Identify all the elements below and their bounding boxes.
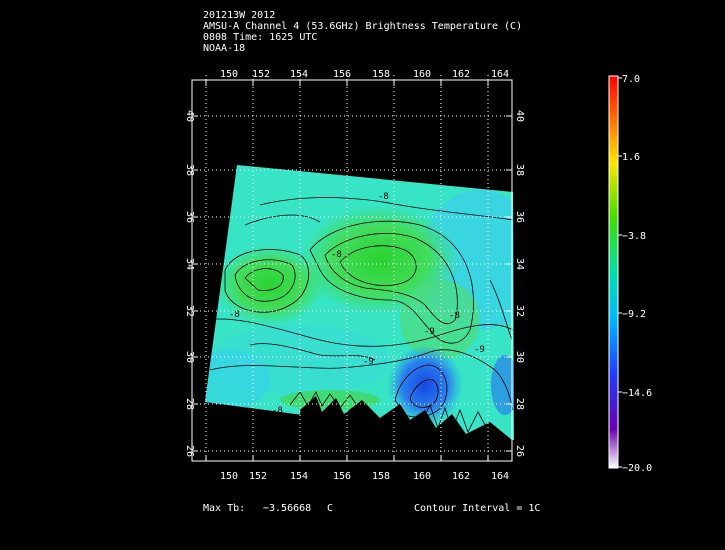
storm-id-title: 201213W 2012: [203, 10, 276, 21]
max-tb-value: −3.56668: [263, 503, 312, 514]
lon-label: 150: [220, 471, 238, 482]
axis-ticks: [192, 80, 512, 461]
lat-label: 30: [514, 351, 525, 363]
contour-label: -8: [378, 192, 389, 202]
colorbar-label: −14.6: [622, 388, 652, 399]
contour-label: -9: [363, 357, 374, 367]
contour-label: -9: [424, 327, 435, 337]
satellite-title: NOAA-18: [203, 43, 246, 54]
colorbar-label: 7.0: [622, 74, 640, 85]
colorbar: [608, 75, 619, 469]
lat-label: 28: [184, 398, 195, 410]
colorbar-ticks: [618, 77, 622, 468]
lat-label: 32: [514, 305, 525, 317]
lon-label: 152: [252, 69, 270, 80]
lat-label: 26: [514, 445, 525, 457]
lat-label: 38: [184, 164, 195, 176]
lon-labels-bottom: 150 152 154 156 158 160 162 164: [220, 471, 509, 482]
contour-label: -8: [331, 250, 342, 260]
lat-label: 30: [184, 351, 195, 363]
time-title: 0808 Time: 1625 UTC: [203, 32, 318, 43]
lon-label: 160: [413, 69, 431, 80]
contour-label: -8: [449, 311, 460, 321]
contour-label: -9: [474, 345, 485, 355]
lon-label: 154: [290, 471, 308, 482]
lon-label: 164: [491, 471, 509, 482]
lat-label: 36: [184, 211, 195, 223]
lat-label: 32: [184, 305, 195, 317]
max-tb-label: Max Tb:: [203, 503, 246, 514]
lon-label: 158: [372, 69, 390, 80]
lat-label: 28: [514, 398, 525, 410]
lon-label: 156: [333, 471, 351, 482]
colorbar-label: −3.8: [622, 231, 646, 242]
lat-label: 34: [184, 258, 195, 270]
lon-labels-top: 150 152 154 156 158 160 162 164: [220, 69, 509, 80]
lat-label: 40: [184, 110, 195, 122]
max-tb-unit: C: [327, 503, 334, 514]
contour-labels: -8 -8 -8 -8 -9 -9 -9 -8: [229, 192, 485, 416]
lon-label: 156: [333, 69, 351, 80]
colorbar-label: −9.2: [622, 309, 646, 320]
lon-label: 160: [413, 471, 431, 482]
lat-labels-right: 26 28 30 32 34 36 38 40: [514, 110, 525, 457]
lon-label: 154: [290, 69, 308, 80]
lat-lon-grid: [192, 75, 512, 460]
coastline-shading: [300, 396, 512, 440]
colorbar-labels: 7.0 1.6 −3.8 −9.2 −14.6 −20.0: [622, 74, 652, 474]
lon-label: 162: [452, 69, 470, 80]
contour-label: -8: [229, 310, 240, 320]
product-title: AMSU-A Channel 4 (53.6GHz) Brightness Te…: [203, 21, 523, 32]
lat-label: 34: [514, 258, 525, 270]
colorbar-label: 1.6: [622, 152, 640, 163]
brightness-temperature-swath: [205, 165, 514, 440]
contour-label: -8: [272, 406, 283, 416]
lat-labels-left: 26 28 30 32 34 36 38 40: [184, 110, 195, 457]
lon-label: 158: [372, 471, 390, 482]
lon-label: 150: [220, 69, 238, 80]
lat-label: 38: [514, 164, 525, 176]
lat-label: 40: [514, 110, 525, 122]
lat-label: 26: [184, 445, 195, 457]
contour-lines: [204, 197, 514, 435]
colorbar-label: −20.0: [622, 463, 652, 474]
contour-interval: Contour Interval = 1C: [414, 503, 541, 514]
lon-label: 152: [249, 471, 267, 482]
lat-label: 36: [514, 211, 525, 223]
lon-label: 164: [491, 69, 509, 80]
map-frame: [191, 79, 513, 462]
lon-label: 162: [452, 471, 470, 482]
